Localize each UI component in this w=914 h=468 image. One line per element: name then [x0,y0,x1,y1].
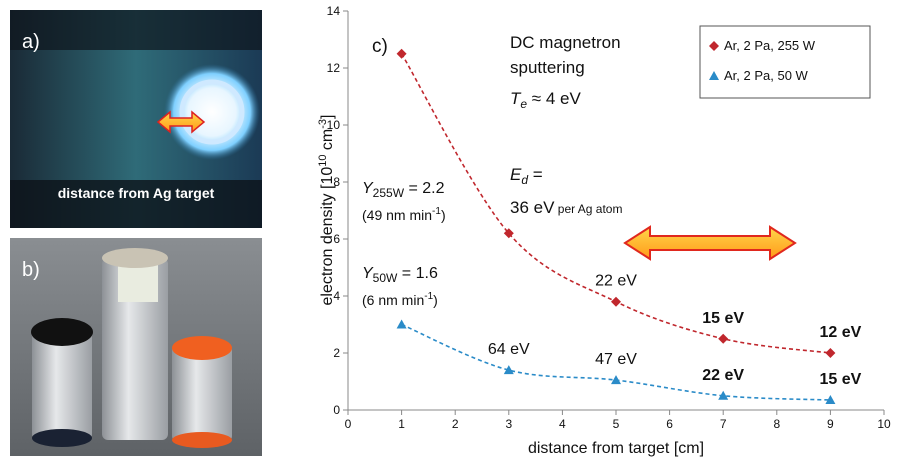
title: DC magnetron [510,33,621,52]
y-tick-label: 12 [327,61,341,75]
x-tick-label: 1 [398,417,405,431]
x-tick-label: 5 [613,417,620,431]
energy-label: 22 eV [595,273,637,290]
subscript: 50W [373,271,398,285]
y-tick-label: 4 [333,289,340,303]
panel-label: b) [22,259,40,281]
point [611,297,621,307]
energy-annotation: 36 eV per Ag atom [510,198,622,217]
energy-label: 22 eV [702,367,744,384]
y-axis-label: electron density [1010 cm-3] [317,114,336,305]
symbol: E [510,165,522,184]
superscript: 10 [317,155,329,167]
x-tick-label: 0 [345,417,352,431]
photo-caption: distance from Ag target [58,185,215,201]
text: ) [441,207,446,223]
y-tick-label: 10 [327,118,341,132]
photo-a: a) distance from Ag target [10,10,262,228]
point [397,49,407,59]
spool-cap [31,318,93,346]
x-tick-label: 3 [505,417,512,431]
value: 36 eV [510,198,555,217]
x-tick-label: 8 [773,417,780,431]
point [718,334,728,344]
point [397,320,407,329]
spool-cap [102,248,168,268]
text: (6 nm min [362,292,424,308]
spool-label [118,262,158,302]
energy-label: 12 eV [819,324,861,341]
photo-b: b) [10,238,262,456]
legend-box [700,26,870,98]
rate-annotation: (6 nm min-1) [362,291,438,308]
subscript: 255W [373,186,405,200]
y-tick-label: 8 [333,175,340,189]
rate-annotation: (49 nm min-1) [362,206,446,223]
chart: c) DC magnetron sputtering Te ≈ 4 eV ele… [317,4,891,457]
note: per Ag atom [554,202,622,216]
text: cm [319,129,336,155]
energy-label: 15 eV [702,310,744,327]
y-tick-label: 0 [333,403,340,417]
x-tick-label: 7 [720,417,727,431]
y-tick-label: 14 [327,4,341,18]
plasma-glow [164,64,260,160]
x-tick-label: 2 [452,417,459,431]
temperature: Te ≈ 4 eV [510,89,581,111]
arrow [625,227,795,259]
legend [700,26,870,98]
y-tick-label: 2 [333,346,340,360]
yield-annotation: Y50W = 1.6 [362,265,438,285]
panel-label: c) [372,36,388,57]
legend-label: Ar, 2 Pa, 255 W [724,38,816,53]
x-tick-label: 6 [666,417,673,431]
spool-base [172,432,232,448]
text: = 1.6 [397,265,438,282]
text: ≈ 4 eV [527,89,581,108]
shade [10,10,262,50]
x-tick-label: 9 [827,417,834,431]
spool-base [32,429,92,447]
title: sputtering [510,58,585,77]
panel-label: a) [22,31,40,53]
figure: a) distance from Ag target b) c) DC magn… [0,0,914,463]
legend-label: Ar, 2 Pa, 50 W [724,68,809,83]
energy-label: 47 eV [595,351,637,368]
energy-label: 15 eV [819,371,861,388]
spool-cap [172,336,232,360]
energy-annotation: Ed = [510,165,543,187]
x-axis-label: distance from target [cm] [528,440,704,457]
x-tick-label: 4 [559,417,566,431]
energy-label: 64 eV [488,341,530,358]
point [825,348,835,358]
x-tick-label: 10 [877,417,891,431]
text: (49 nm min [362,207,432,223]
text: = 2.2 [404,180,445,197]
y-tick-label: 6 [333,232,340,246]
text: = [528,165,543,184]
yield-annotation: Y255W = 2.2 [362,180,445,200]
spool [32,330,92,440]
text: ) [433,292,438,308]
